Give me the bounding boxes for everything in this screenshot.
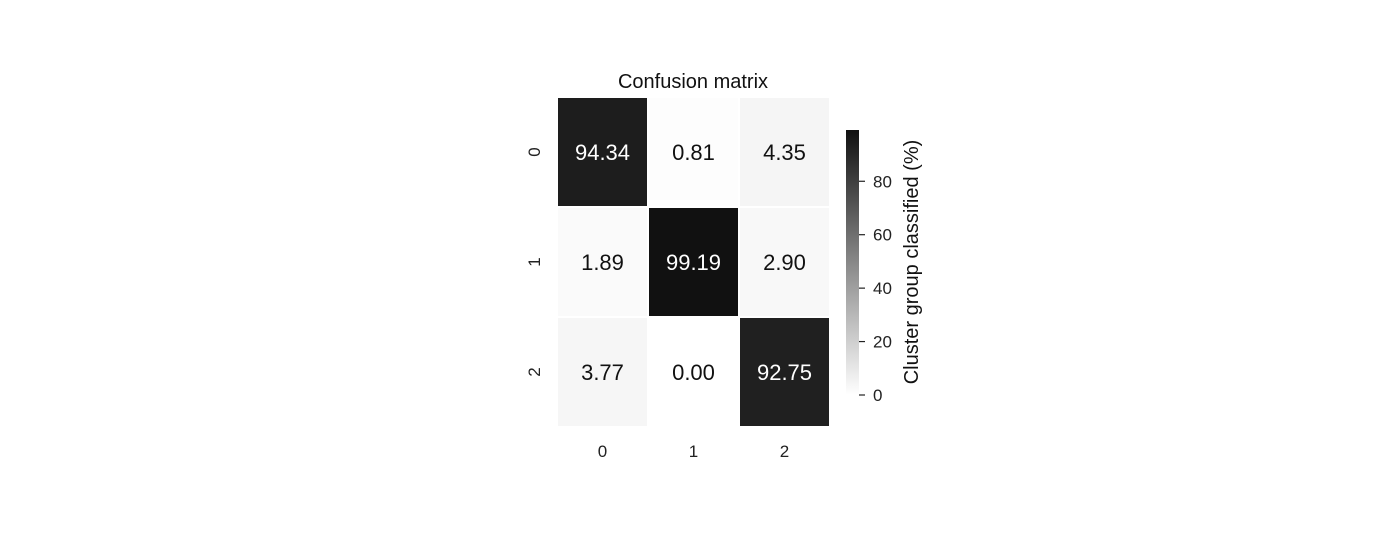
- colorbar-label: Cluster group classified (%): [901, 140, 923, 385]
- colorbar-tick-label: 20: [873, 333, 892, 352]
- y-tick-label: 1: [525, 257, 544, 266]
- axis-ticks: 0 1 2 0 1 2: [525, 147, 789, 461]
- x-tick-label: 0: [598, 442, 607, 461]
- heatmap-cell-0-0: [558, 98, 647, 206]
- colorbar-tick-label: 80: [873, 172, 892, 191]
- cell-value-label: 92.75: [757, 360, 812, 385]
- heatmap-cell-2-2: [740, 318, 829, 426]
- heatmap-cells: 94.34 0.81 4.35 1.89 99.19 2.90 3.77 0.00 92.75: [558, 98, 829, 426]
- heatmap-cell-1-1: [649, 208, 738, 316]
- y-tick-label: 0: [525, 147, 544, 156]
- colorbar-tick-label: 60: [873, 226, 892, 245]
- heatmap-cell-2-1: [649, 318, 738, 426]
- x-tick-label: 1: [689, 442, 698, 461]
- cell-value-label: 94.34: [575, 140, 630, 165]
- heatmap-cell-0-1: [649, 98, 738, 206]
- chart-title: Confusion matrix: [618, 71, 768, 93]
- cell-value-label: 0.00: [672, 360, 715, 385]
- cell-value-label: 3.77: [581, 360, 624, 385]
- cell-value-label: 0.81: [672, 140, 715, 165]
- heatmap-cell-1-0: [558, 208, 647, 316]
- heatmap-cell-0-2: [740, 98, 829, 206]
- colorbar-tick-label: 0: [873, 386, 882, 405]
- x-tick-label: 2: [780, 442, 789, 461]
- heatmap-cell-1-2: [740, 208, 829, 316]
- y-tick-label: 2: [525, 367, 544, 376]
- cell-value-label: 1.89: [581, 250, 624, 275]
- heatmap-cell-2-0: [558, 318, 647, 426]
- colorbar-tick-label: 40: [873, 279, 892, 298]
- cell-value-label: 2.90: [763, 250, 806, 275]
- colorbar-gradient: [846, 130, 859, 395]
- cell-value-label: 99.19: [666, 250, 721, 275]
- colorbar: Cluster group classified (%) 0 20 40 60 80: [846, 130, 923, 405]
- cell-value-label: 4.35: [763, 140, 806, 165]
